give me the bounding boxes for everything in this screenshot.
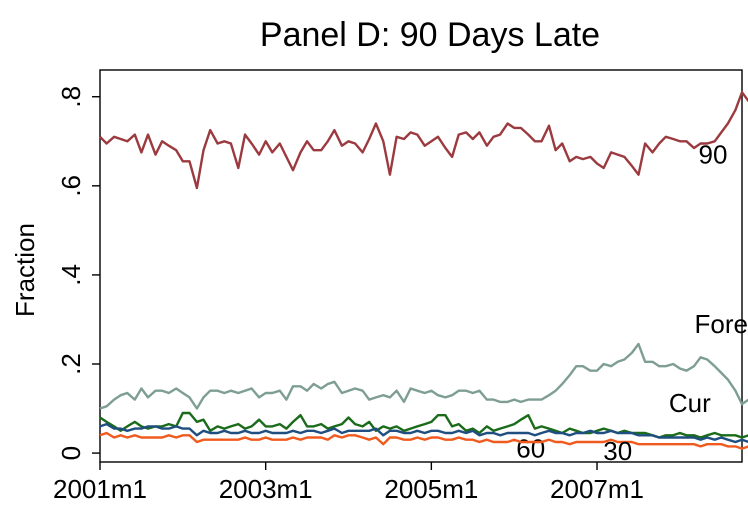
x-tick-label-2: 2005m1 bbox=[384, 474, 478, 504]
series-line-0 bbox=[99, 91, 748, 190]
plot-area: 0 .2 .4 .6 .8 2001m1 2003m1 2005m1 2007m1 90 Fore C… bbox=[53, 69, 748, 504]
x-tick-label-0: 2001m1 bbox=[53, 474, 147, 504]
y-axis-title: Fraction bbox=[10, 223, 40, 317]
series-line-2 bbox=[99, 411, 748, 439]
series-label-0: 90 bbox=[699, 140, 728, 170]
series-label-3: 60 bbox=[516, 434, 545, 464]
series-label-1: Fore bbox=[695, 309, 748, 339]
y-tick-label-0: 0 bbox=[56, 446, 86, 460]
series-line-1 bbox=[99, 342, 748, 410]
y-tick-label-3: .6 bbox=[56, 175, 86, 197]
series-line-4 bbox=[99, 431, 748, 450]
y-tick-label-1: .2 bbox=[56, 353, 86, 375]
chart-title: Panel D: 90 Days Late bbox=[260, 16, 600, 54]
series-label-2: Cur bbox=[669, 388, 711, 418]
series-line-3 bbox=[99, 422, 748, 444]
series-label-4: 30 bbox=[603, 436, 632, 466]
plot-frame bbox=[99, 69, 743, 463]
y-tick-label-2: .4 bbox=[56, 264, 86, 286]
y-tick-label-4: .8 bbox=[56, 86, 86, 108]
x-tick-label-3: 2007m1 bbox=[550, 474, 644, 504]
x-tick-label-1: 2003m1 bbox=[219, 474, 313, 504]
